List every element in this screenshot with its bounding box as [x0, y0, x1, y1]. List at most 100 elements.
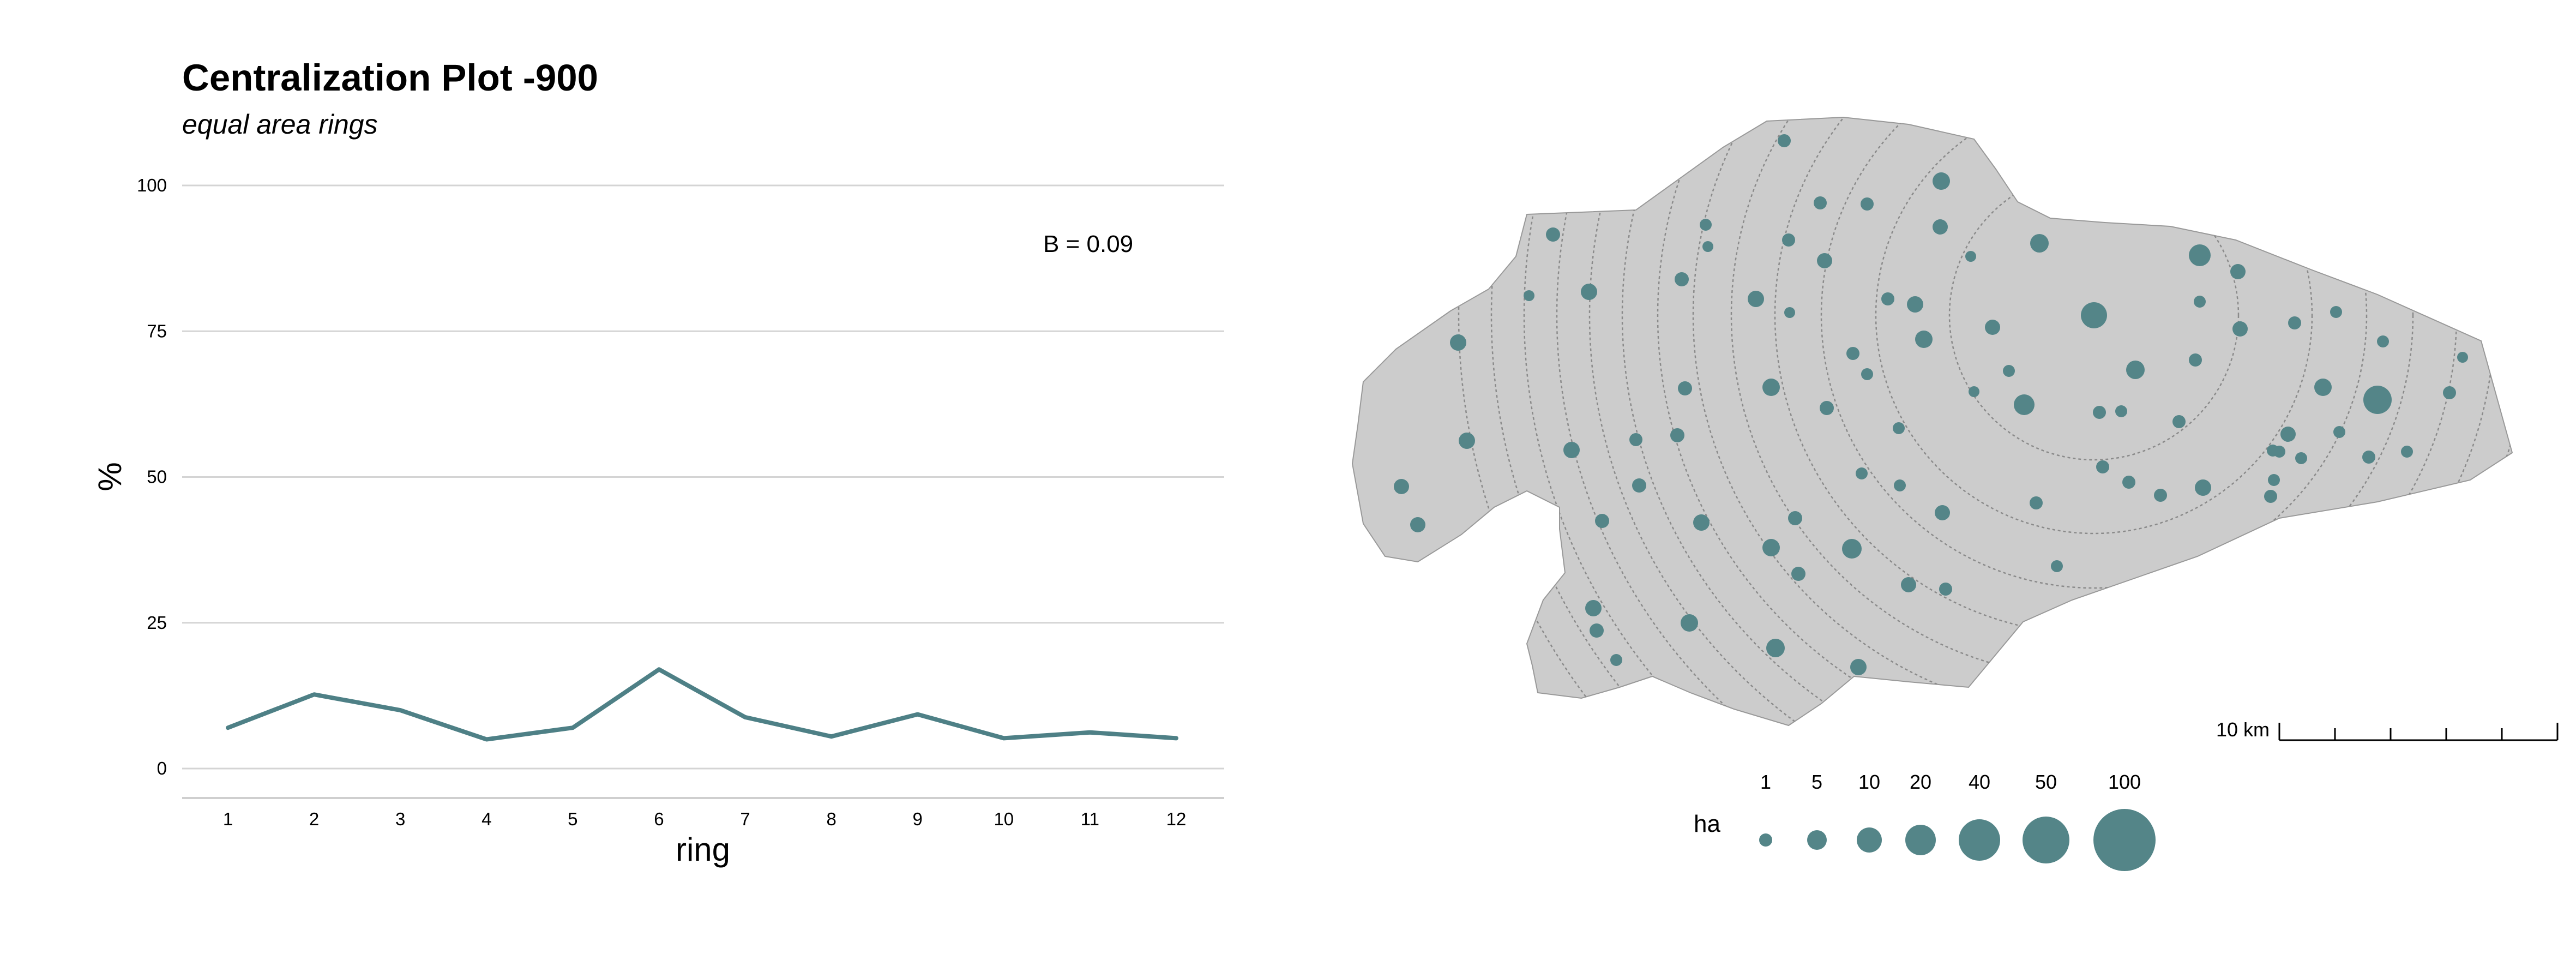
centralization-chart: Centralization Plot -900 equal area ring… [92, 57, 1224, 868]
site [1846, 347, 1859, 360]
site [2295, 452, 2307, 464]
site [1762, 379, 1780, 396]
site [1595, 514, 1609, 528]
site [1842, 539, 1862, 559]
y-tick-label: 100 [137, 175, 167, 195]
site [2014, 394, 2035, 415]
site [2194, 296, 2206, 308]
series-point [658, 669, 660, 670]
site [2280, 427, 2296, 442]
site [1985, 320, 2000, 335]
site [1459, 433, 1475, 449]
site [2189, 353, 2202, 367]
site [1762, 539, 1780, 556]
site [1850, 659, 1867, 675]
series-point [1003, 737, 1004, 739]
site [2189, 244, 2211, 266]
site [2268, 474, 2280, 486]
site [2230, 264, 2246, 279]
x-tick-label: 11 [1081, 809, 1099, 829]
x-axis-title: ring [676, 831, 730, 868]
site [1935, 505, 1950, 520]
site [1581, 284, 1597, 300]
site [1678, 381, 1692, 395]
chart-subtitle: equal area rings [182, 109, 378, 140]
legend-circle [1959, 819, 2000, 861]
site [2377, 335, 2389, 347]
site [2401, 446, 2413, 458]
x-tick-label: 2 [309, 809, 319, 829]
site [1450, 334, 1466, 351]
series-point [486, 739, 487, 740]
legend-size-label: 10 [1858, 771, 1880, 793]
legend-size-label: 50 [2035, 771, 2057, 793]
series-point [830, 736, 832, 737]
legend-size-label: 1 [1760, 771, 1771, 793]
y-tick-label: 75 [147, 321, 167, 341]
x-tick-label: 1 [223, 809, 233, 829]
ring-boundary [1875, 117, 2313, 535]
site [1629, 433, 1642, 446]
site [1881, 292, 1894, 305]
site [1814, 196, 1827, 209]
x-tick-label: 5 [568, 809, 577, 829]
site [2264, 490, 2277, 503]
legend-circle [1807, 830, 1827, 850]
site [1856, 467, 1868, 479]
site [2273, 446, 2285, 458]
site [1894, 479, 1906, 491]
legend-circle [1759, 833, 1772, 847]
series-point [744, 716, 746, 718]
y-tick-label: 0 [157, 758, 167, 778]
site [1861, 197, 1874, 211]
site [1788, 511, 1802, 525]
site [1791, 567, 1805, 581]
x-tick-label: 10 [994, 809, 1014, 829]
ring-boundary [1948, 170, 2240, 461]
region-outline [1351, 116, 2513, 727]
site [1632, 478, 1646, 493]
series-point [917, 713, 918, 715]
series-point [572, 727, 574, 729]
site [1933, 219, 1948, 235]
scale-bar-ticks [2278, 723, 2559, 741]
scale-bar-label: 10 km [2216, 718, 2270, 741]
scale-bar: 10 km [2216, 718, 2559, 741]
site [1700, 219, 1712, 231]
site [2115, 405, 2127, 417]
site [2288, 316, 2301, 329]
b-index-annotation: B = 0.09 [1043, 231, 1133, 257]
site [1965, 251, 1976, 262]
x-tick-label: 6 [654, 809, 664, 829]
x-tick-label: 3 [395, 809, 405, 829]
site [1702, 241, 1713, 252]
ring-boundary [1556, 117, 2512, 725]
x-tick-label: 4 [482, 809, 491, 829]
series-points [227, 669, 1177, 740]
site [1585, 600, 1602, 616]
legend-circle [1905, 825, 1936, 855]
site [1394, 479, 1409, 494]
y-axis-title: % [92, 462, 128, 491]
y-gridlines [182, 184, 1224, 770]
site [2314, 379, 2332, 396]
site [2195, 479, 2211, 496]
site [1681, 614, 1698, 632]
ring-boundary [1657, 117, 2512, 725]
site [2154, 489, 2167, 502]
series-point [314, 694, 315, 695]
site [2030, 496, 2043, 509]
legend-size-label: 5 [1811, 771, 1822, 793]
site [2122, 476, 2135, 489]
chart-title: Centralization Plot -900 [182, 57, 598, 99]
x-tick-label: 8 [826, 809, 836, 829]
legend-size-label: 100 [2108, 771, 2141, 793]
site [1933, 172, 1950, 190]
site [2172, 415, 2186, 428]
site [1784, 307, 1795, 318]
x-tick-label: 7 [740, 809, 750, 829]
site [1563, 442, 1580, 458]
legend-size-label: 40 [1969, 771, 1990, 793]
x-tick-label: 12 [1166, 809, 1187, 829]
